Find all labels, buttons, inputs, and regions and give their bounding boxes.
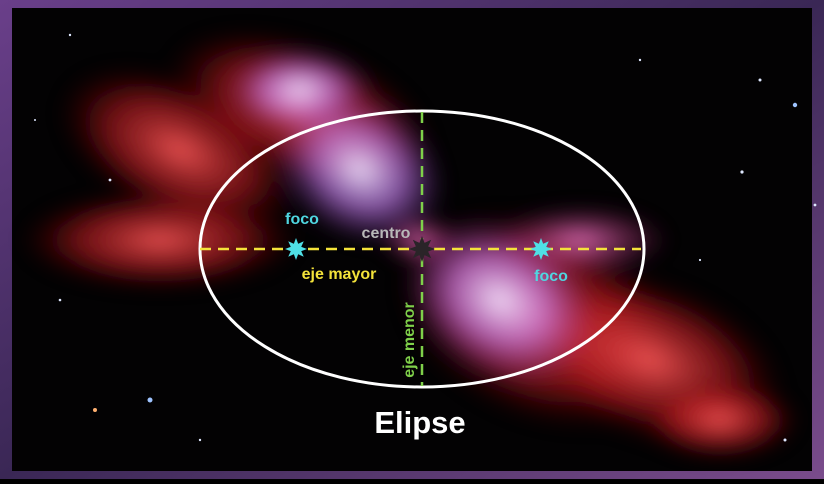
focus-star (530, 238, 552, 260)
major-axis-label: eje mayor (302, 266, 377, 283)
center-label: centro (362, 225, 411, 242)
focus-label: foco (534, 268, 568, 285)
focus-label: foco (285, 211, 319, 228)
stars (34, 33, 817, 442)
center-star (409, 236, 435, 262)
nebula (20, 28, 800, 460)
title: Elipse (374, 405, 465, 440)
minor-axis-label: eje menor (401, 302, 418, 378)
focus-star (285, 238, 307, 260)
